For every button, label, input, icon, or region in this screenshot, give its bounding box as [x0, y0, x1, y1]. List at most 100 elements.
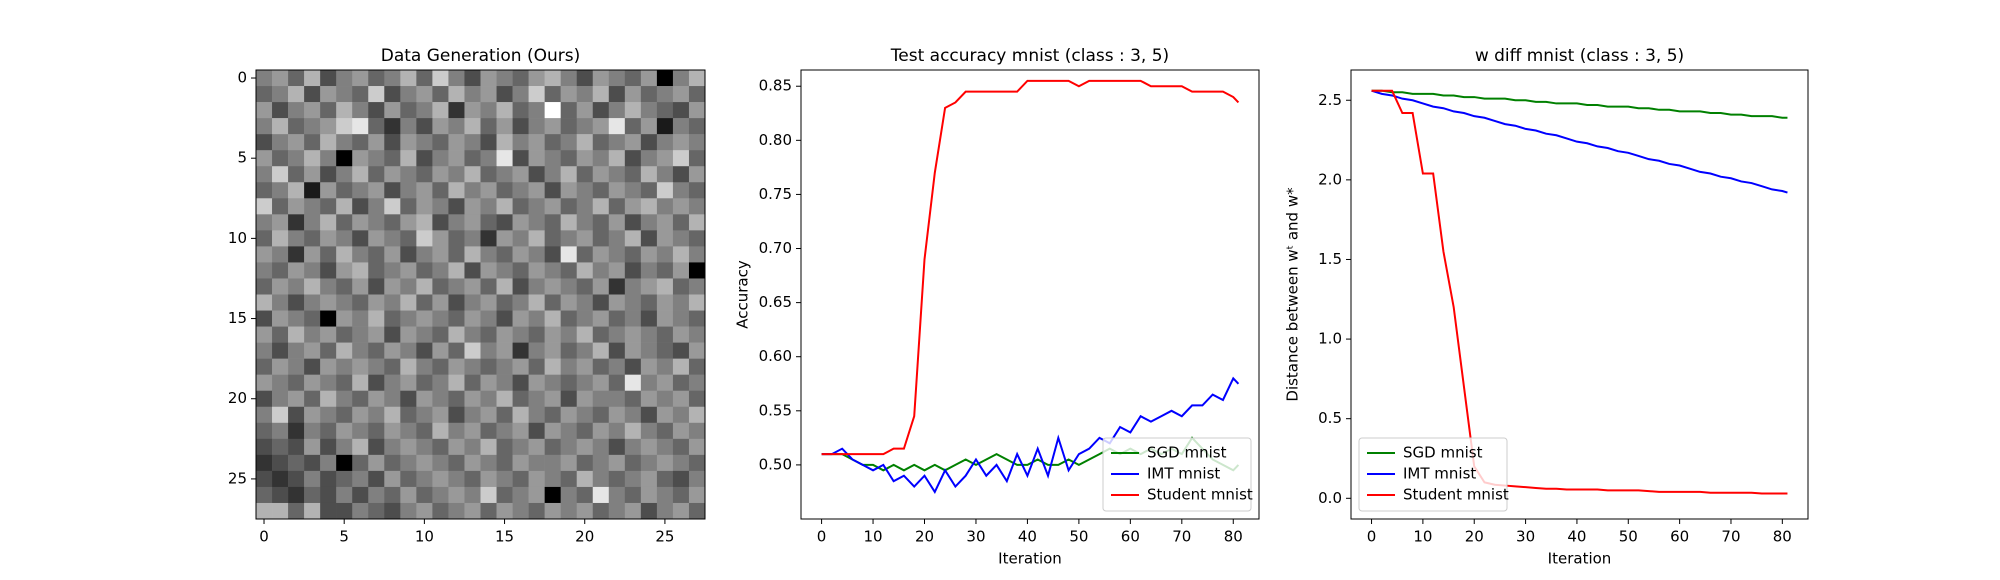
heatmap-cell: [672, 70, 690, 87]
heatmap-cell: [320, 294, 337, 311]
heatmap-cell: [576, 326, 594, 343]
heatmap-cell: [272, 278, 289, 295]
heatmap-cell: [352, 182, 369, 199]
heatmap-cell: [416, 182, 433, 199]
heatmap-cell: [256, 454, 273, 472]
heatmap-cell: [352, 470, 369, 488]
heatmap-cell: [576, 342, 594, 359]
heatmap-cell: [256, 102, 273, 119]
heatmap-cell: [416, 278, 433, 295]
y-tick-label: 10: [228, 229, 247, 247]
heatmap-cell: [288, 294, 305, 311]
heatmap-cell: [448, 198, 465, 215]
heatmap-cell: [384, 486, 401, 504]
heatmap-cell: [432, 198, 449, 215]
heatmap-cell: [448, 214, 465, 231]
heatmap-cell: [592, 486, 610, 504]
heatmap-cell: [608, 166, 626, 183]
x-tick-label: 25: [655, 528, 674, 546]
heatmap-cell: [384, 470, 401, 488]
heatmap-cell: [608, 262, 626, 279]
heatmap-cell: [256, 502, 273, 520]
heatmap-cell: [624, 86, 642, 103]
heatmap-cell: [336, 422, 353, 440]
heatmap-cell: [544, 342, 561, 359]
heatmap-cell: [496, 406, 513, 424]
heatmap-cell: [416, 294, 433, 311]
heatmap-cell: [304, 374, 321, 392]
heatmap-cell: [560, 502, 578, 520]
heatmap-cell: [400, 374, 417, 392]
heatmap-cell: [544, 422, 561, 440]
heatmap-cell: [432, 118, 449, 135]
heatmap-cell: [496, 390, 513, 408]
heatmap-cell: [672, 278, 690, 295]
heatmap-cell: [480, 342, 497, 359]
heatmap-cell: [576, 198, 594, 215]
heatmap-cell: [496, 102, 513, 119]
heatmap-cell: [560, 86, 578, 103]
heatmap-cell: [624, 310, 642, 327]
heatmap-cell: [672, 230, 690, 247]
heatmap-cell: [560, 454, 578, 472]
heatmap-cell: [464, 294, 481, 311]
heatmap-cell: [656, 198, 674, 215]
y-tick-label: 5: [237, 149, 247, 167]
heatmap-cell: [560, 326, 578, 343]
heatmap-cell: [592, 182, 610, 199]
heatmap-cell: [352, 262, 369, 279]
heatmap-cell: [400, 326, 417, 343]
subplot: 0 10 20 30 40 50 60 70 80 0.0 0.5 1.0 1.5 2.0 2.5 w dif…: [1284, 46, 1809, 568]
heatmap-cell: [352, 150, 369, 167]
heatmap-cell: [528, 486, 545, 504]
heatmap-cell: [608, 150, 626, 167]
heatmap-cell: [560, 310, 578, 327]
heatmap-cell: [336, 118, 353, 135]
heatmap-cell: [608, 486, 626, 504]
heatmap-cell: [288, 246, 305, 263]
heatmap-cell: [480, 438, 497, 456]
heatmap-cell: [560, 438, 578, 456]
heatmap-cell: [640, 422, 658, 440]
heatmap-cell: [368, 182, 385, 199]
heatmap-cell: [656, 326, 674, 343]
heatmap-cell: [288, 374, 305, 392]
legend-label: Student mnist: [1147, 486, 1253, 504]
axes-frame: [1350, 69, 1809, 520]
heatmap-cell: [400, 182, 417, 199]
heatmap-cell: [672, 406, 690, 424]
heatmap-cell: [320, 182, 337, 199]
y-tick-label: 20: [228, 389, 247, 407]
heatmap-cell: [304, 454, 321, 472]
heatmap-cell: [592, 262, 610, 279]
heatmap-cell: [336, 182, 353, 199]
heatmap-cell: [656, 486, 674, 504]
heatmap-cell: [336, 390, 353, 408]
heatmap-cell: [416, 454, 433, 472]
heatmap-cell: [288, 70, 305, 87]
heatmap-cell: [672, 246, 690, 263]
heatmap-cell: [480, 422, 497, 440]
heatmap-cell: [464, 246, 481, 263]
heatmap-cell: [640, 470, 658, 488]
heatmap-cell: [624, 230, 642, 247]
heatmap-cell: [624, 486, 642, 504]
heatmap-cell: [640, 278, 658, 295]
heatmap-cell: [432, 262, 449, 279]
heatmap-cell: [512, 182, 529, 199]
heatmap-cell: [304, 118, 321, 135]
heatmap-cell: [256, 422, 273, 440]
heatmap-cell: [384, 342, 401, 359]
heatmap-cell: [544, 374, 561, 392]
heatmap-cell: [464, 390, 481, 408]
heatmap-cell: [384, 278, 401, 295]
heatmap-cell: [592, 230, 610, 247]
heatmap-cell: [480, 358, 497, 375]
heatmap-cell: [544, 246, 561, 263]
heatmap-cell: [304, 422, 321, 440]
heatmap-cell: [304, 294, 321, 311]
x-tick-label: 0: [1367, 528, 1377, 546]
heatmap-cell: [512, 358, 529, 375]
heatmap-cell: [432, 438, 449, 456]
heatmap-cell: [448, 262, 465, 279]
